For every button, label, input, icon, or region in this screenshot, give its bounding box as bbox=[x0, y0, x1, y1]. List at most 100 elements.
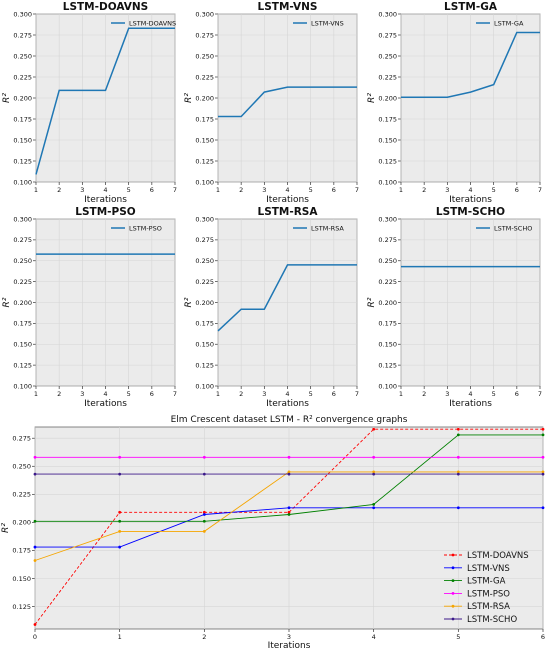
y-axis-label: R² bbox=[2, 93, 12, 103]
y-tick-label: 0.275 bbox=[195, 31, 214, 39]
data-point bbox=[202, 455, 206, 459]
y-tick-label: 0.200 bbox=[378, 94, 397, 102]
data-point bbox=[456, 433, 460, 437]
y-tick-label: 0.250 bbox=[13, 52, 32, 60]
x-tick-label: 6 bbox=[332, 186, 336, 194]
x-tick-label: 4 bbox=[372, 633, 376, 641]
x-tick-label: 1 bbox=[399, 390, 403, 398]
legend-label: LSTM-VNS bbox=[467, 564, 510, 574]
data-point bbox=[456, 427, 460, 431]
legend-marker bbox=[451, 553, 455, 557]
data-point bbox=[33, 559, 37, 562]
chart-panel-7: 0.125 0.150 0.175 0.200 0.225 0.250 0.275 0 1 2 3 4… bbox=[1, 415, 545, 651]
y-tick-label: 0.200 bbox=[13, 299, 32, 307]
y-tick-label: 0.275 bbox=[378, 31, 397, 39]
x-tick-label: 3 bbox=[262, 390, 266, 398]
chart-title: LSTM-PSO bbox=[75, 206, 135, 218]
x-tick-label: 4 bbox=[285, 186, 289, 194]
legend-marker bbox=[451, 592, 455, 595]
data-point bbox=[118, 545, 122, 549]
x-tick-label: 7 bbox=[355, 390, 359, 398]
y-tick-label: 0.250 bbox=[195, 52, 214, 60]
y-tick-label: 0.100 bbox=[378, 178, 397, 186]
y-tick-label: 0.125 bbox=[378, 361, 397, 369]
x-tick-label: 4 bbox=[103, 390, 107, 398]
data-point bbox=[541, 506, 545, 510]
legend-marker bbox=[451, 617, 455, 621]
y-tick-label: 0.175 bbox=[13, 115, 32, 123]
y-tick-label: 0.250 bbox=[378, 257, 397, 265]
data-point bbox=[287, 506, 291, 510]
x-axis-label: Iterations bbox=[266, 399, 309, 409]
y-tick-label: 0.200 bbox=[195, 299, 214, 307]
y-tick-label: 0.150 bbox=[13, 136, 32, 144]
x-tick-label: 2 bbox=[202, 633, 206, 641]
y-tick-label: 0.125 bbox=[12, 603, 31, 611]
data-point bbox=[541, 470, 545, 474]
data-point bbox=[541, 433, 545, 437]
y-tick-label: 0.200 bbox=[13, 94, 32, 102]
data-point bbox=[287, 510, 291, 514]
y-tick-label: 0.175 bbox=[195, 115, 214, 123]
data-point bbox=[287, 455, 291, 459]
data-point bbox=[456, 506, 460, 510]
chart-title: LSTM-GA bbox=[444, 1, 498, 13]
y-tick-label: 0.100 bbox=[13, 178, 32, 186]
data-point bbox=[118, 455, 122, 459]
x-tick-label: 1 bbox=[118, 633, 122, 641]
x-tick-label: 5 bbox=[492, 390, 496, 398]
chart-panel-1: 0.100 0.125 0.150 0.175 0.200 0.225 0.250 0.275… bbox=[2, 1, 177, 205]
x-tick-label: 7 bbox=[538, 186, 542, 194]
chart-title: LSTM-DOAVNS bbox=[63, 1, 148, 13]
y-tick-label: 0.300 bbox=[13, 215, 32, 223]
data-point bbox=[456, 470, 460, 474]
y-tick-label: 0.100 bbox=[195, 382, 214, 390]
y-tick-label: 0.275 bbox=[195, 236, 214, 244]
data-point bbox=[118, 472, 122, 476]
data-point bbox=[541, 455, 545, 459]
y-tick-label: 0.250 bbox=[13, 257, 32, 265]
legend-label: LSTM-RSA bbox=[311, 224, 344, 232]
data-point bbox=[287, 472, 291, 476]
data-point bbox=[202, 519, 206, 523]
y-tick-label: 0.150 bbox=[378, 341, 397, 349]
y-tick-label: 0.100 bbox=[13, 382, 32, 390]
y-axis-label: R² bbox=[1, 523, 11, 533]
legend-label: LSTM-VNS bbox=[311, 19, 344, 27]
y-axis-label: R² bbox=[2, 297, 12, 307]
chart-panel-3: 0.100 0.125 0.150 0.175 0.200 0.225 0.250 0.275… bbox=[367, 1, 542, 205]
data-point bbox=[456, 472, 460, 476]
data-point bbox=[541, 472, 545, 476]
x-tick-label: 1 bbox=[216, 390, 220, 398]
x-tick-label: 4 bbox=[103, 186, 107, 194]
y-axis-label: R² bbox=[184, 297, 194, 307]
y-tick-label: 0.175 bbox=[195, 320, 214, 328]
y-tick-label: 0.200 bbox=[12, 519, 31, 527]
y-tick-label: 0.150 bbox=[195, 136, 214, 144]
y-tick-label: 0.250 bbox=[12, 463, 31, 471]
legend-label: LSTM-DOAVNS bbox=[467, 551, 529, 561]
data-point bbox=[33, 455, 37, 459]
y-tick-label: 0.225 bbox=[13, 73, 32, 81]
x-tick-label: 6 bbox=[541, 633, 545, 641]
data-point bbox=[202, 529, 206, 533]
y-tick-label: 0.300 bbox=[378, 10, 397, 18]
data-point bbox=[372, 503, 376, 506]
x-tick-label: 5 bbox=[309, 390, 313, 398]
chart-title: Elm Crescent dataset LSTM - R² convergen… bbox=[171, 415, 408, 425]
data-point bbox=[372, 506, 376, 510]
chart-panel-6: 0.100 0.125 0.150 0.175 0.200 0.225 0.250 0.275… bbox=[367, 206, 542, 409]
data-point bbox=[33, 519, 37, 523]
legend-marker bbox=[451, 566, 455, 570]
legend-label: LSTM-RSA bbox=[467, 602, 510, 612]
x-tick-label: 6 bbox=[150, 390, 154, 398]
data-point bbox=[287, 470, 291, 474]
x-tick-label: 6 bbox=[150, 186, 154, 194]
data-point bbox=[287, 513, 291, 516]
x-tick-label: 2 bbox=[57, 390, 61, 398]
y-tick-label: 0.300 bbox=[13, 10, 32, 18]
legend-label: LSTM-GA bbox=[494, 19, 524, 27]
y-tick-label: 0.150 bbox=[13, 341, 32, 349]
x-tick-label: 5 bbox=[309, 186, 313, 194]
